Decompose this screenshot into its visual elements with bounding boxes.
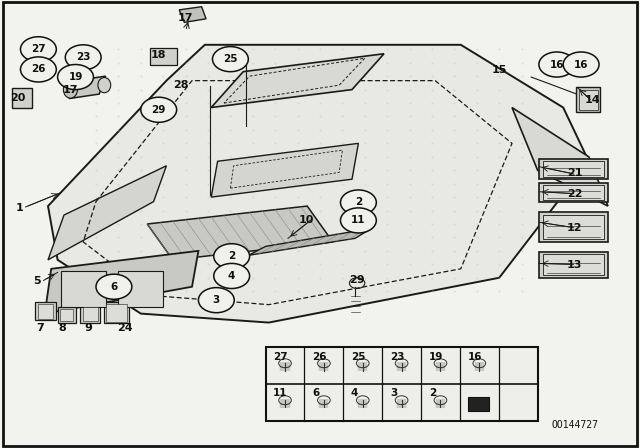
Bar <box>61 271 106 307</box>
Bar <box>83 307 98 321</box>
Text: 18: 18 <box>151 50 166 60</box>
Text: 6: 6 <box>312 388 319 398</box>
Bar <box>539 212 608 242</box>
Bar <box>543 161 604 177</box>
Text: 8: 8 <box>59 323 67 333</box>
Bar <box>539 252 608 278</box>
Bar <box>468 397 489 411</box>
Polygon shape <box>211 143 358 197</box>
Bar <box>576 87 600 112</box>
Text: OO144727: OO144727 <box>552 420 598 430</box>
Circle shape <box>141 97 177 122</box>
Text: 13: 13 <box>567 260 582 270</box>
Polygon shape <box>48 45 589 323</box>
Text: 5: 5 <box>33 276 41 286</box>
Bar <box>543 254 604 275</box>
Text: 2: 2 <box>355 198 362 207</box>
Text: 1: 1 <box>15 203 23 213</box>
Text: 2: 2 <box>228 251 236 261</box>
Text: 25: 25 <box>351 352 365 362</box>
Text: 2: 2 <box>429 388 436 398</box>
Text: 15: 15 <box>492 65 507 75</box>
Bar <box>150 48 177 65</box>
Circle shape <box>214 244 250 269</box>
Text: 4: 4 <box>228 271 236 281</box>
Bar <box>118 271 163 307</box>
Circle shape <box>340 208 376 233</box>
Text: 4: 4 <box>351 388 358 398</box>
Text: 28: 28 <box>173 80 188 90</box>
Bar <box>579 90 598 110</box>
Polygon shape <box>179 7 206 22</box>
Bar <box>547 57 561 75</box>
Polygon shape <box>211 54 384 108</box>
Polygon shape <box>69 76 106 99</box>
Ellipse shape <box>98 78 111 93</box>
Text: 22: 22 <box>567 189 582 198</box>
Circle shape <box>539 52 575 77</box>
Text: 29: 29 <box>349 276 365 285</box>
Bar <box>104 302 129 323</box>
Circle shape <box>96 274 132 299</box>
Text: 12: 12 <box>567 224 582 233</box>
Text: 20: 20 <box>10 93 26 103</box>
Bar <box>80 306 100 323</box>
Circle shape <box>65 45 101 70</box>
Bar <box>38 304 53 319</box>
Circle shape <box>20 57 56 82</box>
Text: 16: 16 <box>574 60 588 69</box>
Text: 6: 6 <box>110 282 118 292</box>
Text: 23: 23 <box>76 52 90 62</box>
Text: 16: 16 <box>468 352 482 362</box>
Text: 11: 11 <box>273 388 288 398</box>
Circle shape <box>214 263 250 289</box>
Circle shape <box>198 288 234 313</box>
Circle shape <box>212 47 248 72</box>
Circle shape <box>340 190 376 215</box>
Polygon shape <box>248 228 371 255</box>
Text: 21: 21 <box>567 168 582 178</box>
Bar <box>58 307 76 323</box>
Text: 17: 17 <box>63 85 78 95</box>
Text: 19: 19 <box>68 72 83 82</box>
Text: 25: 25 <box>223 54 237 64</box>
Polygon shape <box>45 251 198 314</box>
Text: 7: 7 <box>36 323 44 333</box>
Bar <box>35 302 56 320</box>
Text: 9: 9 <box>84 323 92 333</box>
Polygon shape <box>147 206 333 260</box>
Text: 27: 27 <box>273 352 288 362</box>
Bar <box>539 183 608 202</box>
Text: 3: 3 <box>390 388 397 398</box>
Text: 17: 17 <box>178 13 193 23</box>
Text: 11: 11 <box>351 215 365 225</box>
Bar <box>573 57 587 75</box>
Text: 10: 10 <box>298 215 314 224</box>
Circle shape <box>20 37 56 62</box>
Polygon shape <box>48 166 166 260</box>
Bar <box>60 309 73 321</box>
Text: 26: 26 <box>312 352 326 362</box>
Ellipse shape <box>63 81 77 98</box>
Circle shape <box>563 52 599 77</box>
Text: 29: 29 <box>152 105 166 115</box>
Bar <box>539 159 608 179</box>
Text: 23: 23 <box>390 352 404 362</box>
Bar <box>543 215 604 239</box>
Text: 24: 24 <box>117 323 132 333</box>
Text: 14: 14 <box>585 95 600 105</box>
Bar <box>12 88 32 108</box>
Text: 19: 19 <box>429 352 443 362</box>
Bar <box>106 304 127 322</box>
Text: 3: 3 <box>212 295 220 305</box>
Circle shape <box>58 65 93 90</box>
Text: 26: 26 <box>31 65 45 74</box>
Bar <box>543 185 604 200</box>
Text: 16: 16 <box>550 60 564 69</box>
Polygon shape <box>512 108 608 206</box>
Text: 27: 27 <box>31 44 45 54</box>
Bar <box>266 347 538 421</box>
